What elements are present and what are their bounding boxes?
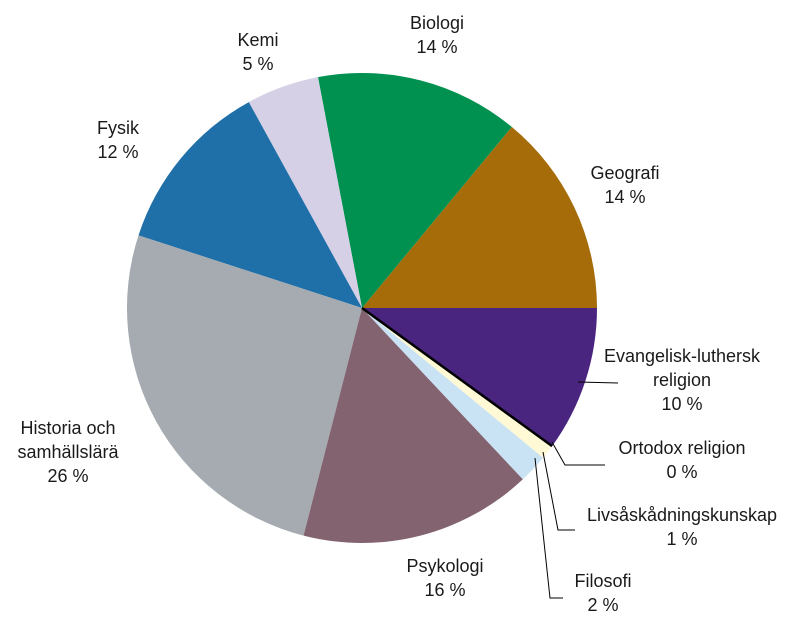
pie-slice: [362, 126, 597, 309]
category-name: Ortodox religion: [618, 438, 746, 458]
slice-label: Biologi 14 %: [377, 11, 497, 59]
slice-label: Psykologi 16 %: [385, 554, 505, 602]
category-name: Psykologi: [406, 556, 484, 576]
value-label: 5 %: [242, 54, 274, 74]
category-name: Filosofi: [574, 571, 632, 591]
pie-slice: [362, 308, 597, 447]
value-label: 14 %: [416, 37, 458, 57]
category-name: Livsåskådningskunskap: [586, 505, 778, 525]
pie-slice: [317, 73, 512, 308]
value-label: 16 %: [424, 580, 466, 600]
slice-label: Livsåskådningskunskap 1 %: [562, 503, 802, 551]
value-label: 12 %: [97, 142, 139, 162]
slice-label: Fysik 12 %: [78, 116, 158, 164]
value-label: 2 %: [587, 595, 619, 615]
pie-slice: [303, 308, 523, 543]
value-label: 1 %: [666, 529, 698, 549]
slice-label: Ortodox religion 0 %: [582, 436, 782, 484]
category-name: Geografi: [590, 163, 660, 183]
category-name: Biologi: [409, 13, 465, 33]
category-name: Evangelisk-luthersk religion: [603, 346, 761, 390]
leader-line: [542, 451, 575, 531]
value-label: 0 %: [666, 462, 698, 482]
slice-label: Geografi 14 %: [565, 161, 685, 209]
category-name: Historia och samhällslärä: [17, 418, 119, 462]
slice-label: Kemi 5 %: [218, 28, 298, 76]
slice-label: Historia och samhällslärä 26 %: [0, 416, 148, 488]
slice-label: Filosofi 2 %: [553, 569, 653, 617]
slice-label: Evangelisk-luthersk religion 10 %: [577, 344, 787, 416]
leader-line: [534, 457, 563, 599]
value-label: 14 %: [604, 187, 646, 207]
pie-slice: [361, 306, 553, 448]
value-label: 26 %: [47, 466, 89, 486]
pie-slice: [126, 235, 362, 536]
leader-line: [577, 381, 619, 384]
category-name: Fysik: [97, 118, 139, 138]
pie-slice: [248, 77, 362, 308]
pie-slice: [138, 102, 362, 308]
pie-slice: [362, 308, 553, 458]
pie-slice: [362, 308, 544, 480]
leader-line: [551, 441, 605, 466]
value-label: 10 %: [661, 394, 703, 414]
category-name: Kemi: [237, 30, 279, 50]
slices: [126, 73, 597, 543]
